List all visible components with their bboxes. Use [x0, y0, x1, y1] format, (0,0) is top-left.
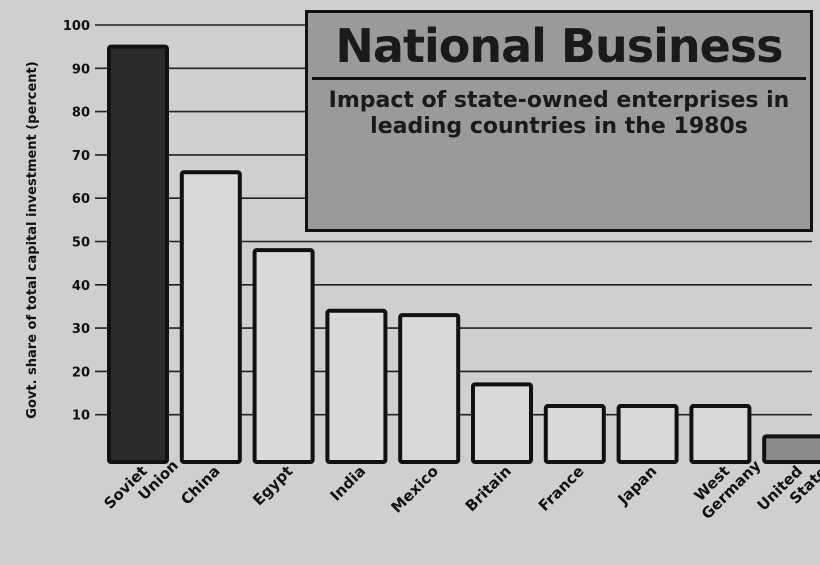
y-tick-label: 100 — [63, 19, 90, 34]
bar-japan — [616, 404, 679, 465]
bar-france — [543, 404, 606, 465]
title-box: National Business Impact of state-owned … — [305, 10, 813, 232]
y-tick-label: 10 — [72, 409, 90, 424]
y-tick-label: 70 — [72, 149, 90, 164]
y-tick-label: 60 — [72, 192, 90, 207]
x-tick-label: Japan — [614, 462, 661, 509]
bar-egypt — [252, 248, 315, 464]
chart-title: National Business — [335, 19, 783, 73]
y-tick-label: 20 — [72, 365, 90, 380]
y-tick-label: 30 — [72, 322, 90, 337]
y-axis-label: Govt. share of total capital investment … — [25, 61, 40, 418]
x-tick-label: France — [535, 462, 588, 515]
y-tick-label: 90 — [72, 62, 90, 77]
x-tick-label: Egypt — [249, 462, 296, 509]
bar-mexico — [398, 313, 461, 464]
x-tick-label: Britain — [462, 462, 515, 515]
title-divider — [312, 77, 806, 80]
y-tick-label: 80 — [72, 106, 90, 121]
bar-west-germany — [689, 404, 752, 465]
x-tick-label: Mexico — [387, 462, 442, 517]
bar-china — [179, 170, 242, 464]
bar-britain — [471, 382, 533, 465]
chart-subtitle: Impact of state-owned enterprises in lea… — [328, 88, 790, 139]
bar-soviet-union — [107, 44, 169, 465]
bar-india — [325, 308, 388, 464]
bars-layer — [107, 44, 820, 465]
y-tick-layer: 10 20 30 40 50 60 70 80 90 100 — [63, 19, 90, 424]
x-tick-label: China — [177, 462, 223, 508]
y-tick-label: 40 — [72, 279, 90, 294]
x-tick-label: India — [327, 462, 370, 505]
bar-united-states — [762, 434, 820, 464]
y-tick-label: 50 — [72, 236, 90, 251]
